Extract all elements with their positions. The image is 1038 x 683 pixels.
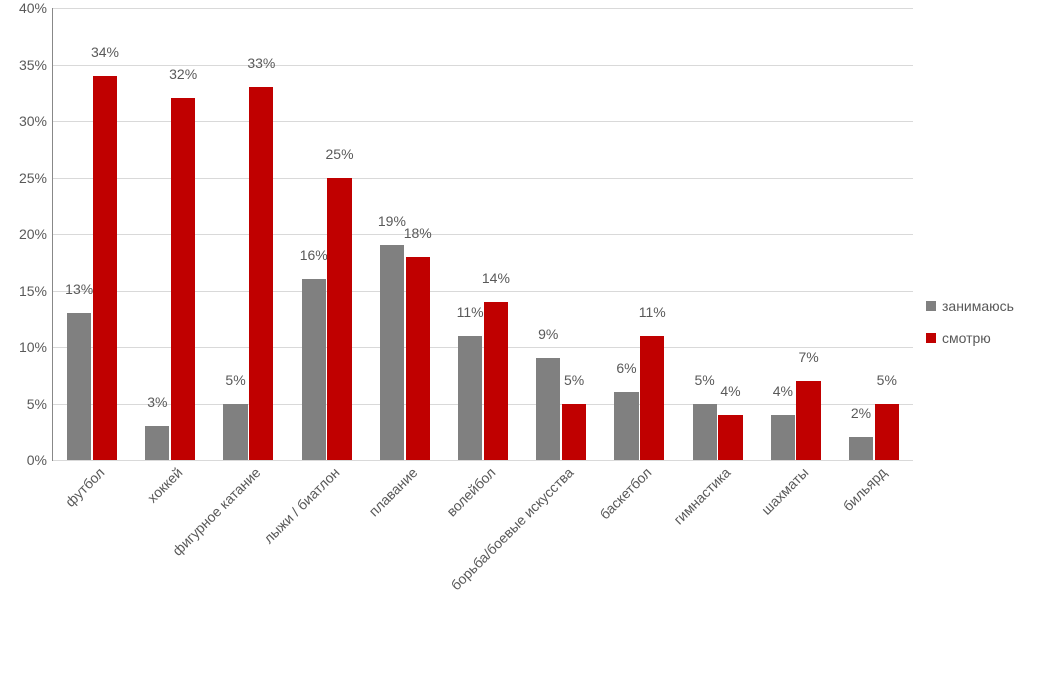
legend-item: занимаюсь (926, 298, 1014, 314)
legend-swatch (926, 333, 936, 343)
bar-value-label: 18% (404, 225, 432, 241)
legend-swatch (926, 301, 936, 311)
category-group: 5% 33% (209, 8, 287, 460)
legend-label: смотрю (942, 330, 991, 346)
bar-value-label: 7% (798, 349, 818, 365)
bar-value-label: 11% (457, 304, 484, 320)
bar-value-label: 5% (877, 372, 897, 388)
category-group: 4% 7% (757, 8, 835, 460)
x-tick-label: плавание (361, 460, 420, 519)
bar (145, 426, 169, 460)
bar (171, 98, 195, 460)
bar (614, 392, 638, 460)
legend-label: занимаюсь (942, 298, 1014, 314)
category-group: 5% 4% (678, 8, 756, 460)
y-tick-label: 5% (27, 396, 53, 412)
category-group: 9% 5% (522, 8, 600, 460)
x-tick-label: футбол (58, 460, 108, 510)
bar-value-label: 25% (326, 146, 354, 162)
y-tick-label: 20% (19, 226, 53, 242)
y-tick-label: 25% (19, 170, 53, 186)
bar-value-label: 5% (564, 372, 584, 388)
bar-value-label: 4% (773, 383, 793, 399)
bar (640, 336, 664, 460)
legend: занимаюсь смотрю (926, 298, 1014, 362)
bar (562, 404, 586, 461)
bar (849, 437, 873, 460)
bar (536, 358, 560, 460)
bar (93, 76, 117, 460)
bar (302, 279, 326, 460)
bar-value-label: 4% (720, 383, 740, 399)
y-tick-label: 30% (19, 113, 53, 129)
x-tick-label: волейбол (439, 460, 499, 520)
y-tick-label: 15% (19, 283, 53, 299)
bar (327, 178, 351, 461)
bar (875, 404, 899, 461)
bar-value-label: 32% (169, 66, 197, 82)
x-tick-label: лыжи / биатлон (256, 460, 343, 547)
bar (718, 415, 742, 460)
bar-value-label: 33% (247, 55, 275, 71)
y-tick-label: 0% (27, 452, 53, 468)
bar-value-label: 34% (91, 44, 119, 60)
bar-value-label: 9% (538, 326, 558, 342)
x-tick-label: шахматы (754, 460, 812, 518)
bar-value-label: 6% (616, 360, 636, 376)
category-group: 19%18% (366, 8, 444, 460)
bar (406, 257, 430, 460)
y-tick-label: 35% (19, 57, 53, 73)
bar-value-label: 5% (695, 372, 715, 388)
bar (380, 245, 404, 460)
bar (67, 313, 91, 460)
bar-value-label: 19% (378, 213, 406, 229)
bar-value-label: 2% (851, 405, 871, 421)
bar-value-label: 11% (639, 304, 666, 320)
x-tick-label: гимнастика (666, 460, 734, 528)
category-group: 6% 11% (600, 8, 678, 460)
y-tick-label: 10% (19, 339, 53, 355)
x-tick-label: хоккей (140, 460, 186, 506)
x-tick-label: баскетбол (593, 460, 655, 522)
bar-value-label: 16% (300, 247, 328, 263)
category-group: 2% 5% (835, 8, 913, 460)
bar-value-label: 14% (482, 270, 510, 286)
bar (484, 302, 508, 460)
x-tick-label: бильярд (835, 460, 889, 514)
bar-value-label: 3% (147, 394, 167, 410)
sports-bar-chart: 0%5%10%15%20%25%30%35%40%13%34%футбол3%3… (0, 0, 1038, 683)
bar (458, 336, 482, 460)
bar-value-label: 5% (225, 372, 245, 388)
plot-area: 0%5%10%15%20%25%30%35%40%13%34%футбол3%3… (52, 8, 913, 461)
bar-value-label: 13% (65, 281, 93, 297)
bar (771, 415, 795, 460)
legend-item: смотрю (926, 330, 1014, 346)
bar (693, 404, 717, 461)
bar (796, 381, 820, 460)
category-group: 16% 25% (288, 8, 366, 460)
y-tick-label: 40% (19, 0, 53, 16)
category-group: 3% 32% (131, 8, 209, 460)
category-group: 13% 34% (53, 8, 131, 460)
category-group: 11% 14% (444, 8, 522, 460)
bar (223, 404, 247, 461)
bar (249, 87, 273, 460)
